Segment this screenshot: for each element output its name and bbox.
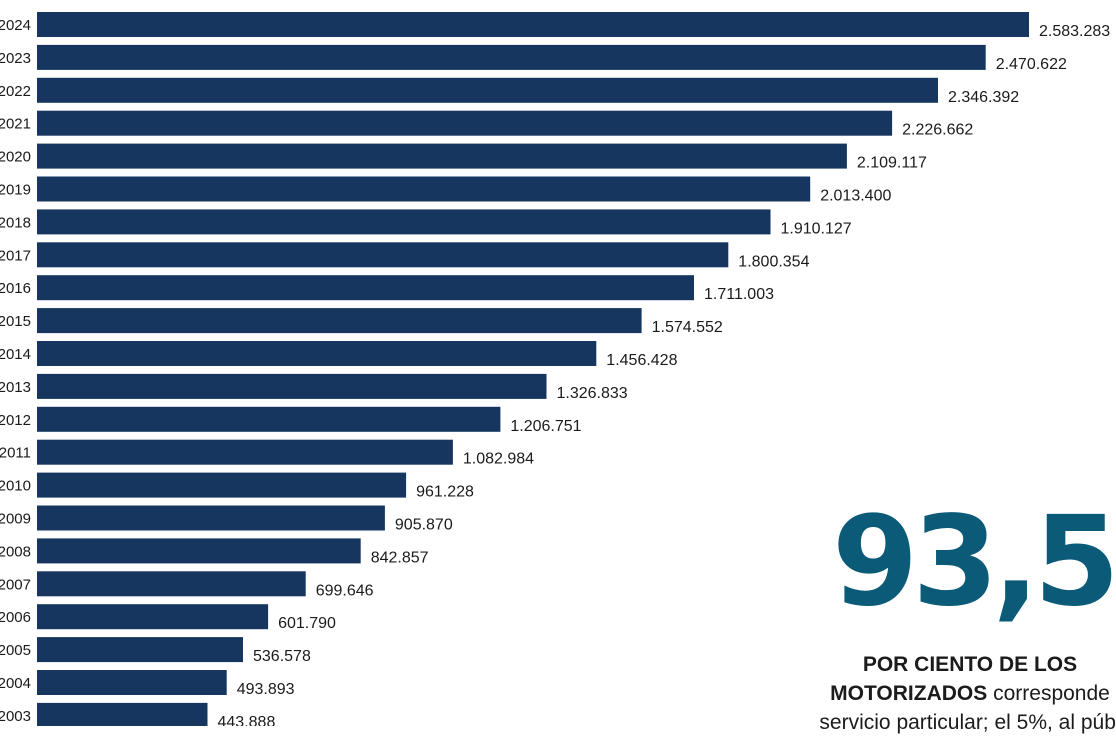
value-label-2004: 493.893	[237, 681, 295, 698]
bar-2016	[37, 275, 694, 301]
year-label-2007: 2007	[0, 576, 31, 593]
highlight-caption: POR CIENTO DE LOS MOTORIZADOS correspond…	[760, 650, 1116, 737]
caption-line-1: POR CIENTO DE LOS	[862, 653, 1078, 676]
year-label-2016: 2016	[0, 280, 31, 297]
bar-2021	[37, 110, 893, 136]
year-label-2018: 2018	[0, 214, 31, 231]
value-label-2005: 536.578	[253, 648, 311, 665]
year-label-2021: 2021	[0, 116, 31, 133]
bar-2006	[37, 604, 269, 630]
year-label-2022: 2022	[0, 83, 31, 100]
year-label-2003: 2003	[0, 708, 31, 725]
year-label-2020: 2020	[0, 149, 31, 166]
bar-2003	[37, 702, 208, 726]
year-label-2013: 2013	[0, 379, 31, 396]
bar-2008	[37, 538, 361, 564]
value-label-2017: 1.800.354	[738, 253, 809, 270]
caption-line-2-rest: corresponde	[987, 682, 1110, 705]
bar-2004	[37, 670, 227, 695]
year-label-2015: 2015	[0, 313, 31, 330]
year-label-2017: 2017	[0, 247, 31, 264]
bar-2019	[37, 176, 811, 202]
bar-2010	[37, 472, 407, 498]
value-label-2012: 1.206.751	[510, 418, 581, 435]
caption-line-2: MOTORIZADOS corresponde	[760, 679, 1116, 708]
year-label-2011: 2011	[0, 445, 31, 462]
value-label-2006: 601.790	[278, 615, 336, 632]
year-label-2023: 2023	[0, 50, 31, 67]
bar-2014	[37, 341, 597, 366]
bar-2013	[37, 373, 547, 399]
bar-2022	[37, 77, 938, 103]
value-label-2024: 2.583.283	[1039, 23, 1110, 40]
bar-2005	[37, 637, 243, 663]
bar-2017	[37, 242, 729, 268]
value-label-2014: 1.456.428	[606, 352, 677, 369]
value-label-2010: 961.228	[416, 484, 474, 501]
year-label-2008: 2008	[0, 543, 31, 560]
year-label-2005: 2005	[0, 642, 31, 659]
year-label-2006: 2006	[0, 609, 31, 626]
bar-2018	[37, 209, 771, 235]
year-label-2019: 2019	[0, 182, 31, 199]
value-label-2003: 443.888	[218, 714, 276, 726]
year-label-2009: 2009	[0, 511, 31, 528]
value-label-2022: 2.346.392	[948, 89, 1019, 106]
bar-2024	[37, 12, 1029, 37]
value-label-2018: 1.910.127	[781, 220, 852, 237]
year-label-2004: 2004	[0, 675, 31, 692]
year-label-2012: 2012	[0, 412, 31, 429]
year-label-2010: 2010	[0, 478, 31, 495]
value-label-2020: 2.109.117	[857, 155, 927, 172]
value-label-2013: 1.326.833	[557, 385, 628, 402]
bar-2023	[37, 44, 986, 70]
value-label-2011: 1.082.984	[463, 451, 534, 468]
year-label-2014: 2014	[0, 346, 31, 363]
value-label-2009: 905.870	[395, 517, 453, 534]
bar-2015	[37, 308, 642, 334]
value-label-2015: 1.574.552	[652, 319, 723, 336]
bar-2009	[37, 505, 385, 531]
bar-2020	[37, 143, 847, 169]
value-label-2021: 2.226.662	[902, 122, 973, 139]
caption-bold-word: MOTORIZADOS	[830, 682, 988, 705]
value-label-2019: 2.013.400	[820, 188, 891, 205]
bar-2011	[37, 439, 453, 465]
bar-2012	[37, 406, 501, 432]
value-label-2008: 842.857	[371, 549, 429, 566]
value-label-2016: 1.711.003	[704, 286, 774, 303]
highlight-number: 93,5	[832, 490, 1116, 634]
bar-2007	[37, 571, 306, 597]
caption-line-3: servicio particular; el 5%, al públ	[819, 711, 1116, 734]
value-label-2007: 699.646	[316, 582, 374, 599]
year-label-2024: 2024	[0, 17, 31, 34]
value-label-2023: 2.470.622	[996, 56, 1067, 73]
